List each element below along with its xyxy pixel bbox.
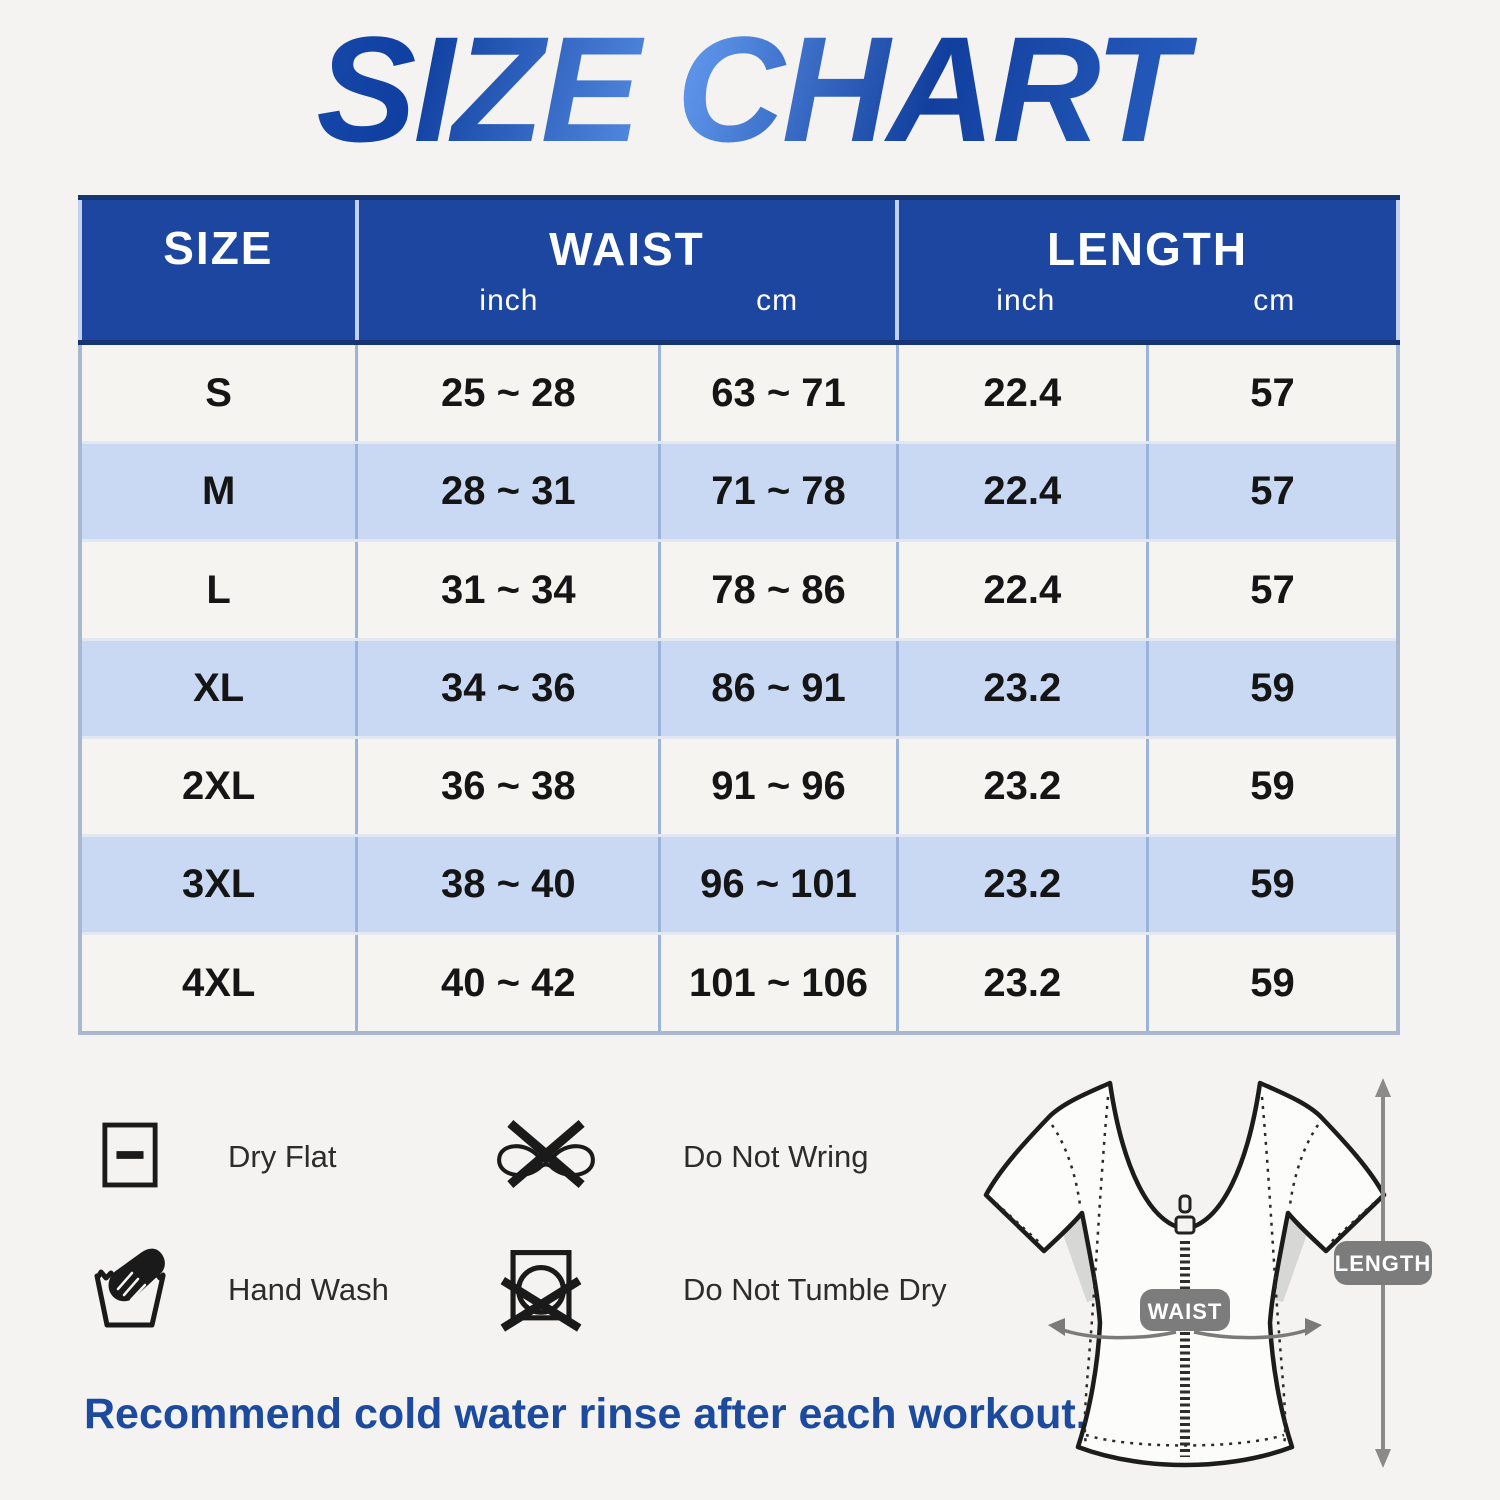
- dry-flat-icon: [102, 1122, 158, 1188]
- cell-waist-cm: 63 ~ 71: [658, 340, 899, 445]
- cell-len-in: 22.4: [895, 441, 1150, 543]
- cell-len-cm: 57: [1146, 441, 1400, 543]
- waist-inch-unit-label: inch: [479, 284, 539, 317]
- size-header-label: SIZE: [163, 222, 274, 274]
- care-label-dry-flat: Dry Flat: [228, 1139, 337, 1174]
- cell-waist-cm: 86 ~ 91: [658, 637, 899, 739]
- cell-len-in: 22.4: [895, 340, 1150, 445]
- care-label-hand-wash: Hand Wash: [228, 1272, 389, 1307]
- cell-size: S: [78, 340, 359, 445]
- garment-measurement-diagram: WAIST LENGTH: [983, 1078, 1432, 1468]
- table-row-xl: XL 34 ~ 36 86 ~ 91 23.2 59: [78, 637, 1400, 739]
- cell-len-cm: 59: [1146, 932, 1400, 1035]
- cell-size: 2XL: [78, 735, 359, 838]
- column-header-length: LENGTH inch cm: [895, 195, 1400, 345]
- care-label-do-not-tumble-dry: Do Not Tumble Dry: [683, 1272, 947, 1307]
- cell-size: XL: [78, 637, 359, 739]
- column-header-waist: WAIST inch cm: [354, 195, 900, 345]
- cell-waist-in: 40 ~ 42: [355, 932, 662, 1035]
- page-title: SIZE CHART: [0, 14, 1500, 164]
- cell-len-in: 22.4: [895, 539, 1150, 641]
- cell-len-cm: 57: [1146, 539, 1400, 641]
- cell-waist-in: 31 ~ 34: [355, 539, 662, 641]
- table-row-s: S 25 ~ 28 63 ~ 71 22.4 57: [78, 340, 1400, 445]
- cell-waist-in: 25 ~ 28: [355, 340, 662, 445]
- size-table-body: S 25 ~ 28 63 ~ 71 22.4 57 M 28 ~ 31 71 ~ 78 22.4…: [78, 340, 1400, 1035]
- cell-len-cm: 57: [1146, 340, 1400, 445]
- cell-len-cm: 59: [1146, 637, 1400, 739]
- zipper: [1174, 1194, 1196, 1457]
- cell-len-in: 23.2: [895, 834, 1150, 936]
- do-not-tumble-dry-icon: [500, 1250, 582, 1332]
- cell-waist-cm: 78 ~ 86: [658, 539, 899, 641]
- waist-badge-label: WAIST: [1148, 1299, 1223, 1324]
- cell-waist-cm: 101 ~ 106: [658, 932, 899, 1035]
- cell-waist-in: 36 ~ 38: [355, 735, 662, 838]
- cell-waist-cm: 91 ~ 96: [658, 735, 899, 838]
- cell-len-in: 23.2: [895, 932, 1150, 1035]
- care-label-do-not-wring: Do Not Wring: [683, 1139, 869, 1174]
- waist-cm-unit-label: cm: [756, 284, 799, 317]
- cell-waist-cm: 96 ~ 101: [658, 834, 899, 936]
- do-not-wring-icon: [497, 1119, 595, 1189]
- length-badge-label: LENGTH: [1335, 1251, 1431, 1276]
- cell-len-cm: 59: [1146, 735, 1400, 838]
- table-row-m: M 28 ~ 31 71 ~ 78 22.4 57: [78, 441, 1400, 543]
- length-cm-unit-label: cm: [1253, 284, 1296, 317]
- waist-header-label: WAIST: [549, 223, 705, 275]
- table-row-3xl: 3XL 38 ~ 40 96 ~ 101 23.2 59: [78, 834, 1400, 936]
- cell-waist-in: 28 ~ 31: [355, 441, 662, 543]
- cell-waist-cm: 71 ~ 78: [658, 441, 899, 543]
- table-row-4xl: 4XL 40 ~ 42 101 ~ 106 23.2 59: [78, 932, 1400, 1035]
- care-note: Recommend cold water rinse after each wo…: [84, 1390, 1088, 1438]
- column-header-size: SIZE: [78, 195, 359, 345]
- cell-size: M: [78, 441, 359, 543]
- header-spacer: [82, 275, 355, 319]
- length-header-label: LENGTH: [1047, 223, 1249, 275]
- cell-len-in: 23.2: [895, 735, 1150, 838]
- cell-size: 3XL: [78, 834, 359, 936]
- waist-arrows: [1059, 1327, 1311, 1340]
- cell-len-cm: 59: [1146, 834, 1400, 936]
- waist-badge: [1140, 1289, 1230, 1331]
- length-inch-unit-label: inch: [996, 284, 1056, 317]
- cell-size: L: [78, 539, 359, 641]
- cell-size: 4XL: [78, 932, 359, 1035]
- hand-wash-icon: [94, 1248, 166, 1328]
- cell-waist-in: 38 ~ 40: [355, 834, 662, 936]
- table-row-l: L 31 ~ 34 78 ~ 86 22.4 57: [78, 539, 1400, 641]
- cell-len-in: 23.2: [895, 637, 1150, 739]
- table-header: SIZE WAIST inch cm LENGTH: [78, 195, 1400, 345]
- size-chart-table: SIZE WAIST inch cm LENGTH: [78, 195, 1400, 1035]
- waist-arrowheads: [1048, 1318, 1322, 1336]
- cell-waist-in: 34 ~ 36: [355, 637, 662, 739]
- length-badge: [1334, 1241, 1432, 1285]
- table-row-2xl: 2XL 36 ~ 38 91 ~ 96 23.2 59: [78, 735, 1400, 838]
